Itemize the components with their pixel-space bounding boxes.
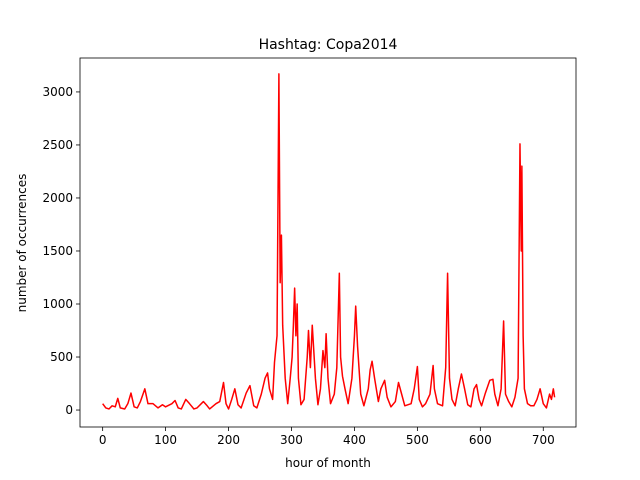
y-tick-label: 0 [65, 403, 73, 417]
x-tick-label: 100 [154, 433, 177, 447]
y-tick-label: 1000 [42, 297, 73, 311]
x-tick-label: 0 [99, 433, 107, 447]
x-tick-label: 500 [406, 433, 429, 447]
data-line [102, 73, 556, 410]
y-tick-label: 2000 [42, 191, 73, 205]
plot-frame [79, 57, 577, 428]
y-tick-label: 500 [50, 350, 73, 364]
chart-title: Hashtag: Copa2014 [259, 37, 398, 53]
y-tick-label: 1500 [42, 244, 73, 258]
y-tick-label: 3000 [42, 85, 73, 99]
y-axis-label: number of occurrences [15, 174, 29, 313]
x-tick-label: 600 [469, 433, 492, 447]
y-tick-label: 2500 [42, 138, 73, 152]
x-axis-label: hour of month [285, 456, 371, 470]
x-tick-label: 200 [217, 433, 240, 447]
x-tick-label: 300 [280, 433, 303, 447]
x-tick-label: 400 [343, 433, 366, 447]
x-tick-label: 700 [532, 433, 555, 447]
